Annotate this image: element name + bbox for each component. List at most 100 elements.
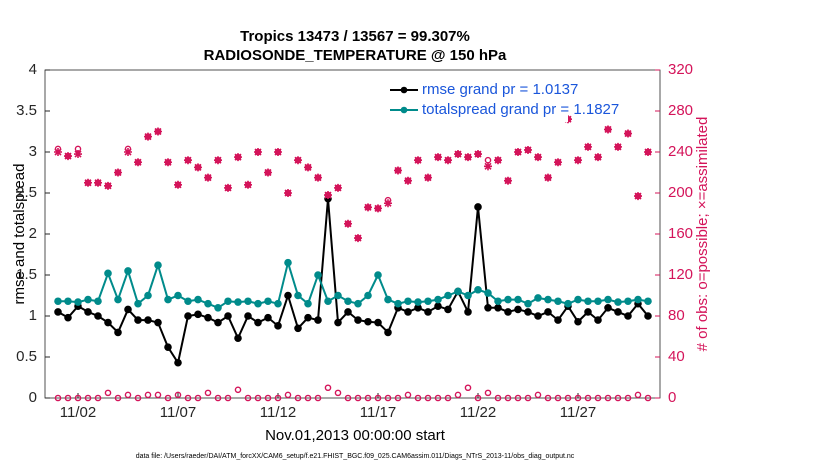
point (144, 291, 152, 300)
point (504, 295, 512, 304)
assimilated-marker (474, 150, 482, 159)
point (474, 203, 482, 211)
point (554, 316, 562, 324)
assimilated-marker (524, 145, 532, 154)
point (334, 291, 342, 300)
point (424, 308, 432, 316)
assimilated-marker (574, 156, 582, 165)
point (124, 305, 132, 314)
assimilated-marker (334, 183, 342, 192)
y2-tick-label: 240 (668, 143, 693, 160)
point (114, 328, 122, 337)
point (324, 297, 332, 306)
possible-marker (84, 394, 92, 402)
x-tick-label: 11/27 (560, 404, 596, 421)
x-axis-label: Nov.01,2013 00:00:00 start (265, 427, 446, 444)
point (184, 312, 192, 320)
possible-marker (344, 394, 352, 402)
point (314, 271, 322, 279)
point (424, 297, 432, 306)
y2-tick-label: 0 (668, 389, 676, 406)
point (344, 297, 352, 306)
x-tick-label: 11/17 (360, 404, 396, 421)
possible-marker (434, 394, 442, 402)
point (504, 308, 512, 316)
point (384, 295, 392, 304)
y2-tick-label: 120 (668, 266, 693, 283)
assimilated-marker (304, 163, 312, 172)
possible-marker (564, 394, 572, 402)
assimilated-marker (634, 192, 642, 201)
possible-marker (554, 394, 562, 402)
point (474, 285, 482, 294)
possible-marker (354, 394, 362, 402)
assimilated-marker (234, 153, 242, 162)
assimilated-marker (194, 163, 202, 172)
y-tick-label: 3.5 (16, 102, 37, 119)
assimilated-marker (354, 234, 362, 243)
point (514, 305, 522, 314)
possible-marker (254, 394, 262, 402)
point (304, 313, 312, 322)
possible-marker (324, 384, 332, 392)
y2-tick-label: 40 (668, 348, 685, 365)
legend-marker (400, 86, 408, 94)
point (534, 294, 542, 302)
point (524, 299, 532, 308)
point (554, 297, 562, 306)
y-axis-label: rmse and totalspread (11, 164, 28, 305)
assimilated-marker (604, 125, 612, 134)
point (114, 295, 122, 304)
point (624, 297, 632, 306)
point (464, 308, 472, 316)
possible-marker (464, 384, 472, 392)
possible-marker (504, 394, 512, 402)
x-tick-label: 11/07 (160, 404, 196, 421)
possible-marker (94, 394, 102, 402)
possible-marker (214, 394, 222, 402)
point (224, 312, 232, 320)
possible-marker (314, 394, 322, 402)
point (104, 269, 112, 278)
assimilated-marker (624, 129, 632, 138)
assimilated-marker (124, 148, 132, 156)
point (254, 299, 262, 308)
possible-marker (224, 394, 232, 402)
point (304, 299, 312, 308)
point (584, 297, 592, 306)
point (574, 295, 582, 304)
point (484, 289, 492, 297)
possible-marker (394, 394, 402, 402)
point (644, 297, 652, 306)
point (484, 304, 492, 312)
possible-marker (124, 391, 132, 399)
assimilated-marker (424, 173, 432, 182)
assimilated-marker (224, 183, 232, 192)
assimilated-marker (534, 153, 542, 162)
assimilated-marker (544, 173, 552, 182)
point (144, 316, 152, 324)
possible-marker (194, 394, 202, 402)
point (274, 322, 282, 330)
point (54, 297, 62, 306)
y-tick-label: 0.5 (16, 348, 37, 365)
possible-marker (574, 394, 582, 402)
point (164, 295, 172, 304)
assimilated-marker (414, 156, 422, 165)
point (194, 310, 202, 319)
assimilated-marker (74, 150, 82, 159)
assimilated-marker (204, 173, 212, 182)
legend-label: rmse grand pr = 1.0137 (422, 81, 578, 98)
y-tick-label: 1 (29, 307, 37, 324)
point (74, 298, 82, 306)
point (104, 318, 112, 327)
point (434, 302, 442, 310)
assimilated-marker (394, 166, 402, 175)
point (94, 312, 102, 320)
possible-marker (484, 156, 492, 164)
assimilated-marker (464, 153, 472, 162)
point (404, 297, 412, 306)
assimilated-marker (214, 156, 222, 165)
point (374, 271, 382, 279)
point (184, 297, 192, 306)
